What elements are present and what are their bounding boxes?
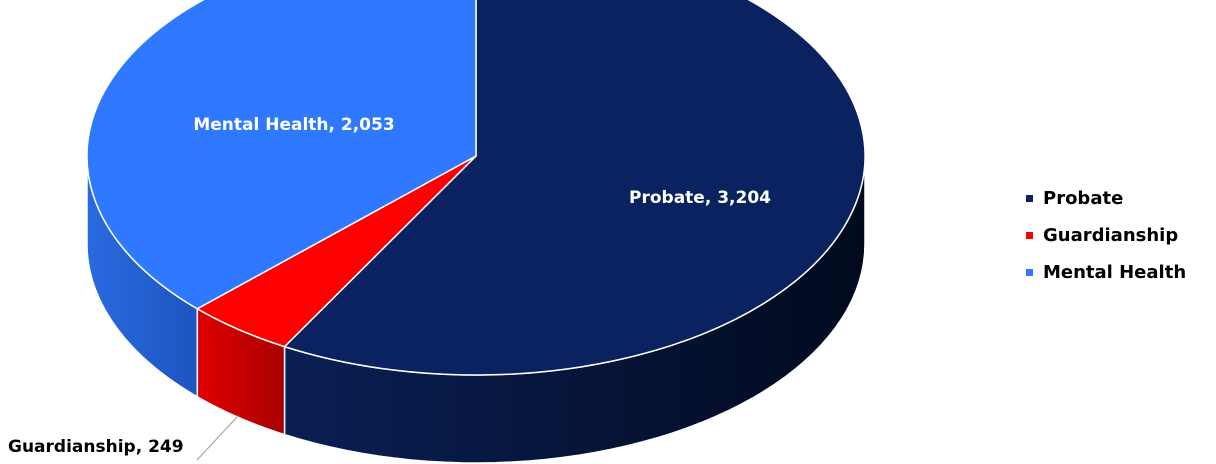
legend-label-guardianship: Guardianship: [1043, 225, 1179, 246]
legend-label-probate: Probate: [1043, 188, 1124, 209]
legend-swatch-mental-health: [1026, 269, 1033, 276]
legend-label-mental-health: Mental Health: [1043, 262, 1187, 283]
data-label-mental-health: Mental Health, 2,053: [193, 115, 394, 135]
legend: Probate Guardianship Mental Health: [1026, 180, 1186, 291]
legend-item-probate: Probate: [1026, 180, 1186, 217]
legend-swatch-probate: [1026, 195, 1033, 202]
data-label-guardianship: Guardianship, 249: [8, 437, 184, 457]
legend-item-guardianship: Guardianship: [1026, 217, 1186, 254]
legend-swatch-guardianship: [1026, 232, 1033, 239]
pie-slice-mental-health: [86, 0, 477, 310]
leader-line-guardianship: [196, 415, 239, 461]
legend-item-mental-health: Mental Health: [1026, 254, 1186, 291]
pie-slice-probate: [283, 0, 866, 376]
data-label-probate: Probate, 3,204: [629, 188, 771, 208]
